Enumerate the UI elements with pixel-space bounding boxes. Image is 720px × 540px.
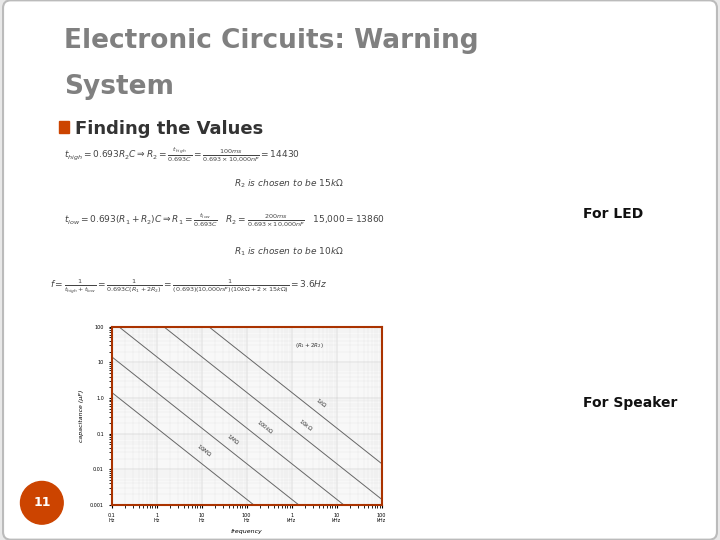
Text: 11: 11	[33, 496, 50, 509]
Text: $100k\Omega$: $100k\Omega$	[255, 418, 276, 436]
Text: $10M\Omega$: $10M\Omega$	[194, 442, 213, 459]
Text: $10k\Omega$: $10k\Omega$	[297, 416, 314, 433]
Text: For LED: For LED	[583, 207, 644, 221]
Bar	[59, 120, 69, 133]
Text: $R_2\ \mathit{is\ chosen\ to\ be}\ 15k\Omega$: $R_2\ \mathit{is\ chosen\ to\ be}\ 15k\O…	[234, 178, 343, 191]
Text: For Speaker: For Speaker	[583, 396, 678, 410]
Text: Electronic Circuits: Warning: Electronic Circuits: Warning	[64, 28, 479, 53]
FancyBboxPatch shape	[3, 1, 717, 539]
Text: Finding the Values: Finding the Values	[75, 120, 263, 138]
Circle shape	[20, 482, 63, 524]
Text: System: System	[64, 74, 174, 100]
X-axis label: frequency: frequency	[230, 529, 263, 534]
Text: $f = \frac{1}{t_{high}+t_{low}} = \frac{1}{0.693C(R_1+2R_2)} = \frac{1}{(0.693)(: $f = \frac{1}{t_{high}+t_{low}} = \frac{…	[50, 278, 327, 296]
Y-axis label: capacitance (µF): capacitance (µF)	[79, 389, 84, 442]
Text: $1k\Omega$: $1k\Omega$	[314, 395, 328, 409]
Text: $R_1\ \mathit{is\ chosen\ to\ be}\ 10k\Omega$: $R_1\ \mathit{is\ chosen\ to\ be}\ 10k\O…	[234, 246, 343, 258]
Text: $1M\Omega$: $1M\Omega$	[225, 432, 241, 447]
Text: $t_{high} = 0.693R_2C \Rightarrow R_2 = \frac{t_{high}}{0.693C} = \frac{100ms}{0: $t_{high} = 0.693R_2C \Rightarrow R_2 = …	[64, 146, 300, 164]
Text: $t_{low} = 0.693(R_1+R_2)C \Rightarrow R_1 = \frac{t_{low}}{0.693C} \quad R_2 = : $t_{low} = 0.693(R_1+R_2)C \Rightarrow R…	[64, 212, 385, 230]
Text: $(R_1 + 2R_2)$: $(R_1 + 2R_2)$	[295, 341, 324, 350]
